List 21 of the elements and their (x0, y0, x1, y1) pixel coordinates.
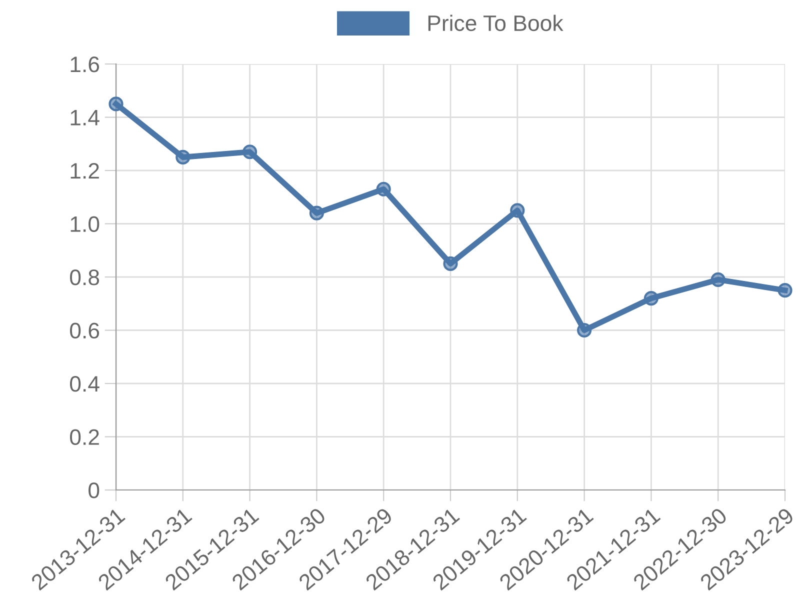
y-tick-label: 0.2 (70, 429, 99, 446)
y-tick-label: 1.6 (70, 56, 100, 72)
y-tick-label: 0 (88, 482, 100, 498)
point (510, 203, 525, 218)
y-tick-label: 1.2 (70, 163, 99, 179)
point (443, 256, 458, 271)
point (710, 272, 726, 287)
point (376, 182, 391, 196)
y-tick-label: 0.4 (70, 376, 100, 392)
y-tick-label: 0.6 (70, 322, 100, 339)
point (309, 206, 324, 220)
point (108, 96, 124, 112)
y-tick-label: 1.4 (70, 110, 100, 126)
point (242, 144, 258, 160)
legend-label: Price To Book (428, 14, 564, 32)
y-tick-label: 0.8 (70, 270, 100, 286)
y-tick-label: 1.0 (70, 216, 100, 232)
point (644, 291, 658, 306)
point (778, 283, 792, 298)
point (577, 322, 592, 338)
point (176, 150, 190, 164)
